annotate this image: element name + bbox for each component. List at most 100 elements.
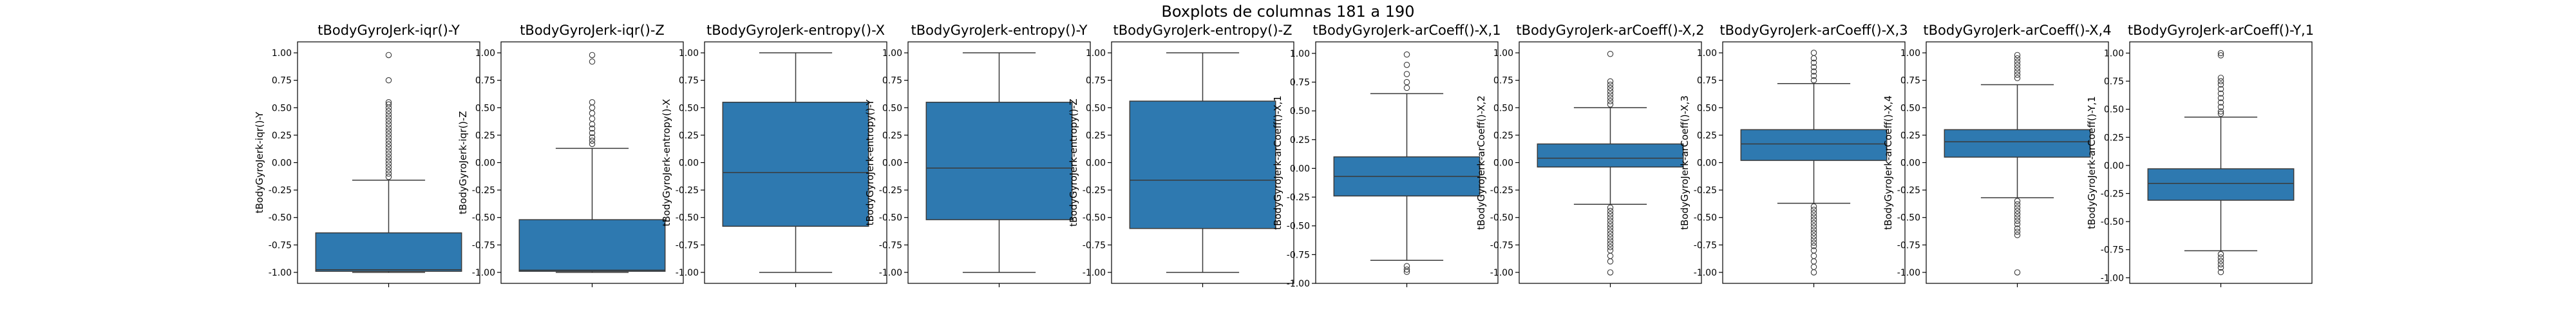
y-tick-label: 0.50 — [1493, 103, 1513, 113]
outlier-point — [1810, 55, 1817, 62]
y-tick-label: -0.50 — [472, 213, 495, 223]
outlier-point — [2014, 225, 2021, 232]
y-tick-label: -0.50 — [879, 213, 902, 223]
outlier-point — [1810, 220, 1817, 226]
y-tick-label: 1.00 — [2104, 48, 2124, 59]
outlier-point — [2217, 50, 2224, 57]
y-tick-label: -1.00 — [1083, 268, 1106, 278]
y-tick-label: 0.75 — [1086, 76, 1106, 86]
outlier-point — [385, 117, 392, 124]
y-tick-label: -0.25 — [1694, 185, 1717, 196]
y-tick-label: -1.00 — [676, 268, 699, 278]
outlier-point — [1403, 51, 1410, 58]
y-tick-label: 1.00 — [1697, 48, 1717, 59]
outlier-point — [385, 144, 392, 151]
outlier-point — [385, 157, 392, 164]
y-axis-label: tBodyGyroJerk-arCoeff()-X,3 — [1679, 95, 1690, 230]
outlier-point — [385, 121, 392, 128]
y-tick-label: -0.25 — [879, 185, 902, 196]
figure-title: Boxplots de columnas 181 a 190 — [1161, 3, 1414, 21]
y-tick-label: -0.50 — [1490, 213, 1513, 223]
y-tick-label: 0.00 — [1493, 158, 1513, 169]
outlier-point — [1810, 73, 1817, 79]
y-tick-label: -1.00 — [1897, 268, 1920, 278]
outlier-point — [1607, 214, 1614, 221]
outlier-point — [385, 131, 392, 137]
outlier-point — [385, 108, 392, 115]
y-tick-label: 0.25 — [882, 131, 902, 141]
iqr-box — [2147, 168, 2295, 201]
y-tick-label: 0.00 — [882, 158, 902, 169]
outlier-point — [2217, 99, 2224, 106]
y-tick-label: 1.00 — [1493, 48, 1513, 59]
outlier-point — [2217, 269, 2224, 276]
outlier-point — [1810, 229, 1817, 236]
y-tick-label: 0.25 — [1493, 131, 1513, 141]
boxplot-panel: tBodyGyroJerk-entropy()-X 1.00 0.75 0.50 0.2… — [661, 23, 887, 287]
iqr-box — [1129, 100, 1276, 229]
y-tick-label: -0.50 — [1694, 213, 1717, 223]
outlier-point — [1810, 258, 1817, 265]
boxplot-panel: tBodyGyroJerk-entropy()-Y 1.00 0.75 0.50 0.2… — [864, 23, 1091, 287]
outlier-point — [1810, 226, 1817, 233]
outlier-point — [385, 164, 392, 171]
panel-frame — [297, 41, 480, 284]
y-tick-label: 0.75 — [272, 76, 292, 86]
outlier-point — [385, 124, 392, 131]
panel-frame — [1722, 41, 1906, 284]
outlier-point — [2014, 229, 2021, 235]
outlier-point — [385, 104, 392, 111]
panel-frame — [704, 41, 887, 284]
outlier-point — [2014, 198, 2021, 204]
y-tick-label: 0.50 — [882, 103, 902, 113]
outlier-point — [1810, 269, 1817, 276]
outlier-point — [589, 58, 596, 65]
iqr-box — [925, 102, 1073, 220]
panel-title: tBodyGyroJerk-arCoeff()-X,2 — [1516, 23, 1704, 38]
outlier-point — [589, 104, 596, 111]
y-tick-label: -0.75 — [1083, 240, 1106, 251]
y-tick-label: 0.50 — [679, 103, 699, 113]
y-tick-label: 0.50 — [1900, 103, 1920, 113]
iqr-box — [1740, 129, 1888, 161]
panel-frame — [1111, 41, 1294, 284]
y-tick-label: -0.75 — [676, 240, 699, 251]
boxplot-panel: tBodyGyroJerk-arCoeff()-X,21.000.750.500… — [1475, 23, 1705, 287]
y-tick-label: -1.00 — [1490, 268, 1513, 278]
outlier-point — [589, 121, 596, 128]
y-axis-label: tBodyGyroJerk-entropy()-Z — [1068, 99, 1079, 227]
y-tick-label: -0.25 — [1490, 185, 1513, 196]
y-tick-label: -0.75 — [879, 240, 902, 251]
y-tick-label: 0.00 — [272, 158, 292, 169]
outlier-point — [2217, 95, 2224, 101]
y-tick-label: -0.25 — [1083, 185, 1106, 196]
panel-frame — [1926, 41, 2109, 284]
panel-title: tBodyGyroJerk-arCoeff()-X,4 — [1923, 23, 2111, 38]
y-tick-label: 0.75 — [679, 76, 699, 86]
boxplot-panel: tBodyGyroJerk-arCoeff()-Y,1 1.00 0.75 0.50 0… — [2086, 23, 2314, 287]
y-axis-label: tBodyGyroJerk-arCoeff()-X,2 — [1475, 95, 1487, 230]
boxplot-panel: tBodyGyroJerk-entropy()-Z 1.00 0.75 0.50 0.2… — [1068, 23, 1294, 287]
y-tick-label: 0.25 — [2104, 133, 2124, 143]
outlier-point — [1607, 231, 1614, 238]
panel-title: tBodyGyroJerk-entropy()-Z — [1113, 23, 1292, 38]
y-tick-label: -0.25 — [1897, 185, 1920, 196]
y-tick-label: -0.75 — [1694, 240, 1717, 251]
outlier-point — [2014, 204, 2021, 211]
y-tick-label: -1.00 — [2101, 273, 2124, 283]
y-tick-label: -0.75 — [1490, 240, 1513, 251]
outlier-point — [1810, 68, 1817, 75]
y-tick-label: -1.00 — [879, 268, 902, 278]
outlier-point — [2014, 207, 2021, 214]
outlier-point — [2217, 261, 2224, 268]
y-tick-label: 0.50 — [1290, 106, 1310, 117]
outlier-point — [385, 134, 392, 141]
y-tick-label: 0.00 — [1290, 164, 1310, 174]
boxplot-panels: tBodyGyroJerk-iqr()-Y 1.00 0.75 0.50 0.25 0.0… — [254, 23, 2314, 289]
panel-title: tBodyGyroJerk-arCoeff()-X,1 — [1312, 23, 1501, 38]
y-tick-label: -0.50 — [1897, 213, 1920, 223]
y-tick-label: 1.00 — [679, 48, 699, 59]
outlier-point — [2217, 251, 2224, 258]
y-axis-label: tBodyGyroJerk-arCoeff()-Y,1 — [2086, 96, 2098, 229]
